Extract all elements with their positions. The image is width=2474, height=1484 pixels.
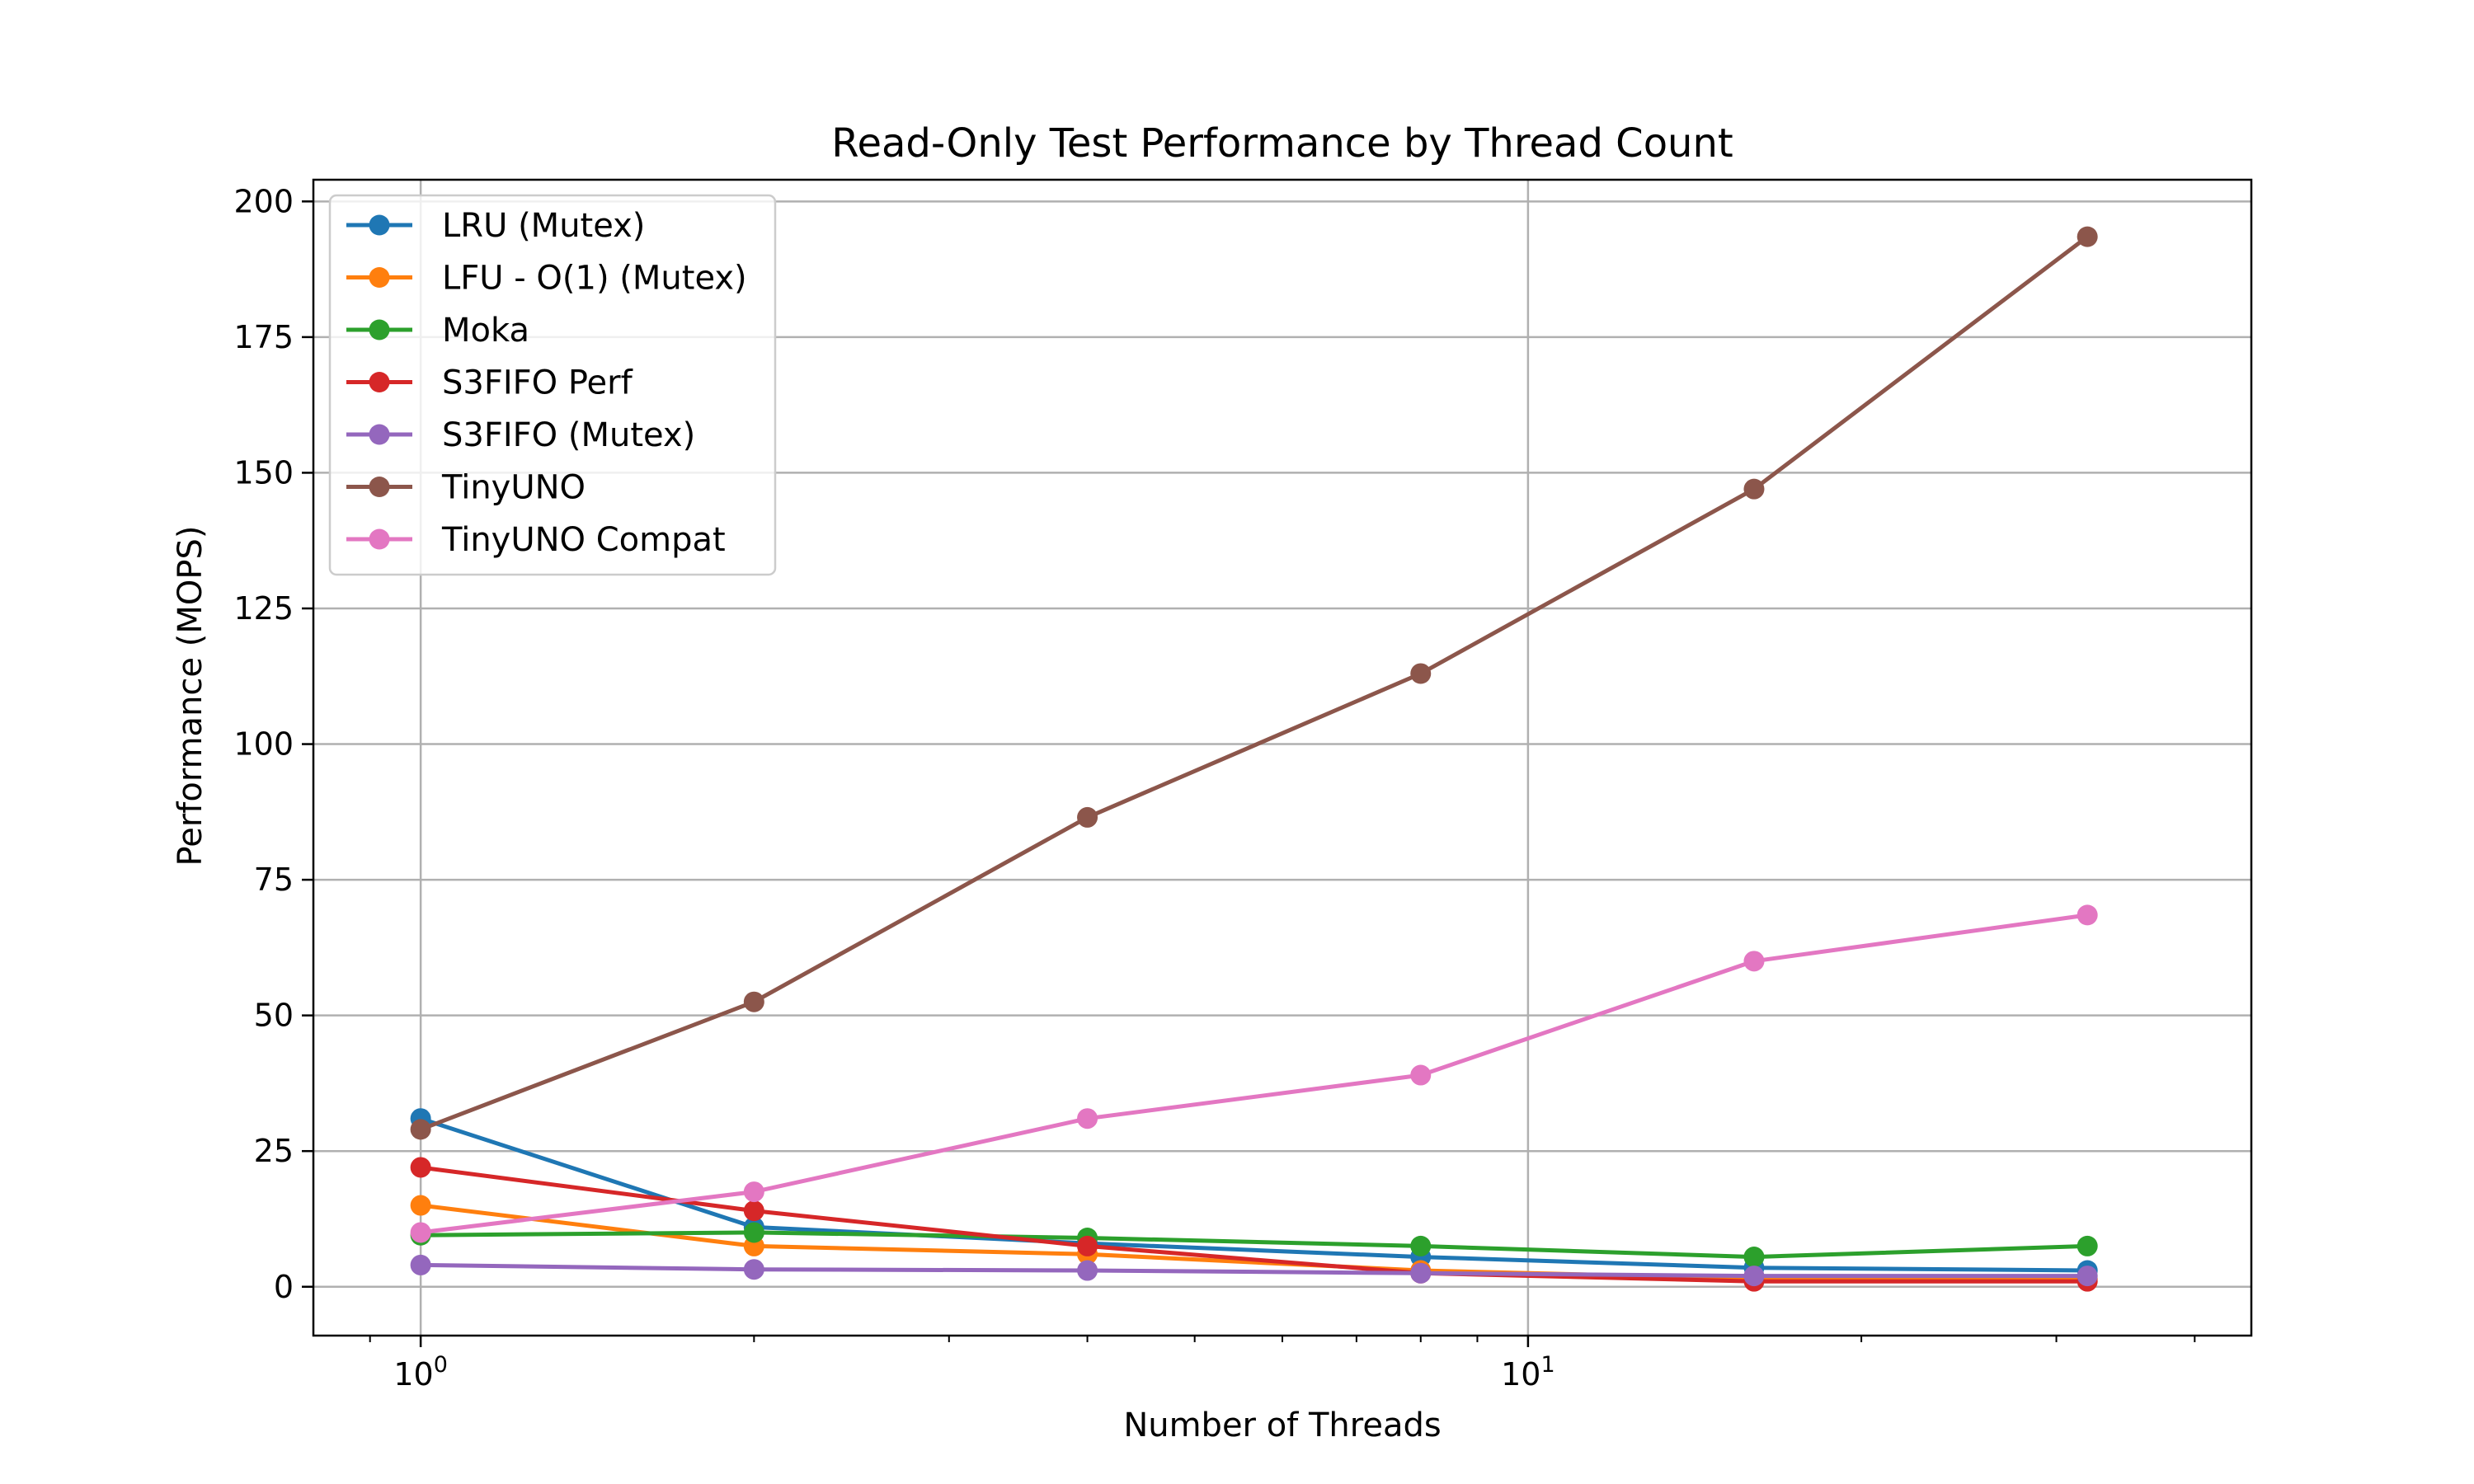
legend-item: TinyUNO Compat bbox=[346, 521, 726, 559]
data-point bbox=[410, 1157, 431, 1178]
data-point bbox=[2077, 904, 2098, 926]
legend-label: LFU - O(1) (Mutex) bbox=[442, 260, 747, 298]
legend-label: TinyUNO Compat bbox=[441, 521, 726, 559]
legend-marker bbox=[369, 214, 390, 236]
series-line bbox=[421, 1262, 2088, 1279]
data-point bbox=[1743, 1266, 1765, 1287]
data-point bbox=[1077, 1260, 1098, 1281]
data-point bbox=[410, 1195, 431, 1216]
data-point bbox=[1410, 1064, 1432, 1086]
legend-marker bbox=[369, 424, 390, 445]
data-point bbox=[743, 1259, 764, 1280]
data-point bbox=[1410, 1262, 1432, 1284]
legend-marker bbox=[369, 477, 390, 497]
data-point bbox=[743, 1181, 764, 1203]
data-point bbox=[2077, 1235, 2098, 1256]
legend-item: S3FIFO Perf bbox=[346, 364, 633, 402]
series-line bbox=[420, 1165, 2088, 1284]
data-point bbox=[1743, 478, 1765, 500]
y-tick-label: 25 bbox=[254, 1133, 294, 1169]
legend-item: LFU - O(1) (Mutex) bbox=[346, 260, 747, 298]
series-group bbox=[410, 904, 2098, 1243]
y-tick-label: 75 bbox=[254, 862, 294, 898]
legend-label: LRU (Mutex) bbox=[442, 207, 645, 245]
legend-item: TinyUNO bbox=[346, 469, 586, 507]
legend-label: Moka bbox=[442, 312, 529, 350]
series-line bbox=[420, 913, 2088, 1235]
data-point bbox=[743, 991, 764, 1012]
legend: LRU (Mutex) LFU - O(1) (Mutex) Moka S3FIFO … bbox=[328, 194, 777, 576]
legend-label: S3FIFO Perf bbox=[442, 364, 633, 402]
legend-label: S3FIFO (Mutex) bbox=[442, 416, 695, 454]
data-point bbox=[2077, 1266, 2098, 1287]
legend-marker bbox=[369, 372, 390, 392]
y-tick-label: 50 bbox=[254, 998, 294, 1034]
y-tick-label: 175 bbox=[233, 319, 294, 355]
legend-item: LRU (Mutex) bbox=[346, 207, 645, 245]
data-point bbox=[410, 1254, 431, 1275]
chart-title: Read-Only Test Performance by Thread Cou… bbox=[831, 120, 1733, 167]
series-line bbox=[421, 1230, 2088, 1260]
x-axis-label: Number of Threads bbox=[1123, 1407, 1441, 1444]
series-group bbox=[410, 1254, 2098, 1287]
legend-marker bbox=[369, 528, 390, 550]
legend-item: Moka bbox=[346, 312, 529, 350]
data-point bbox=[410, 1119, 431, 1140]
y-tick-label: 100 bbox=[233, 726, 294, 763]
legend-marker bbox=[369, 319, 390, 340]
x-tick-label: 101 bbox=[1501, 1352, 1555, 1392]
axis-ticks: 0 25 50 75 100 125 150 175 200 100 101 bbox=[233, 183, 2196, 1392]
data-point bbox=[1077, 1235, 1098, 1256]
series-line bbox=[420, 1203, 2088, 1281]
y-tick-label: 200 bbox=[233, 183, 294, 219]
series-line bbox=[420, 1116, 2088, 1273]
data-point bbox=[410, 1222, 431, 1243]
data-point bbox=[1077, 806, 1098, 828]
x-tick-label: 100 bbox=[393, 1352, 448, 1392]
data-point bbox=[1743, 951, 1765, 972]
y-tick-label: 150 bbox=[233, 454, 294, 491]
legend-item: S3FIFO (Mutex) bbox=[346, 416, 695, 454]
series-line bbox=[420, 235, 2089, 1132]
legend-box bbox=[328, 194, 777, 576]
data-point bbox=[1410, 1235, 1432, 1256]
data-point bbox=[1410, 663, 1432, 684]
series-layer bbox=[410, 226, 2098, 1292]
data-point bbox=[2077, 226, 2098, 247]
y-tick-label: 0 bbox=[274, 1269, 294, 1305]
legend-marker bbox=[369, 267, 390, 288]
data-point bbox=[743, 1200, 764, 1222]
data-point bbox=[1743, 1247, 1765, 1268]
data-point bbox=[1077, 1108, 1098, 1129]
y-axis-label: Performance (MOPS) bbox=[172, 526, 209, 866]
series-group bbox=[410, 226, 2098, 1140]
y-tick-label: 125 bbox=[233, 590, 294, 627]
legend-label: TinyUNO bbox=[441, 469, 586, 507]
data-point bbox=[743, 1222, 764, 1243]
